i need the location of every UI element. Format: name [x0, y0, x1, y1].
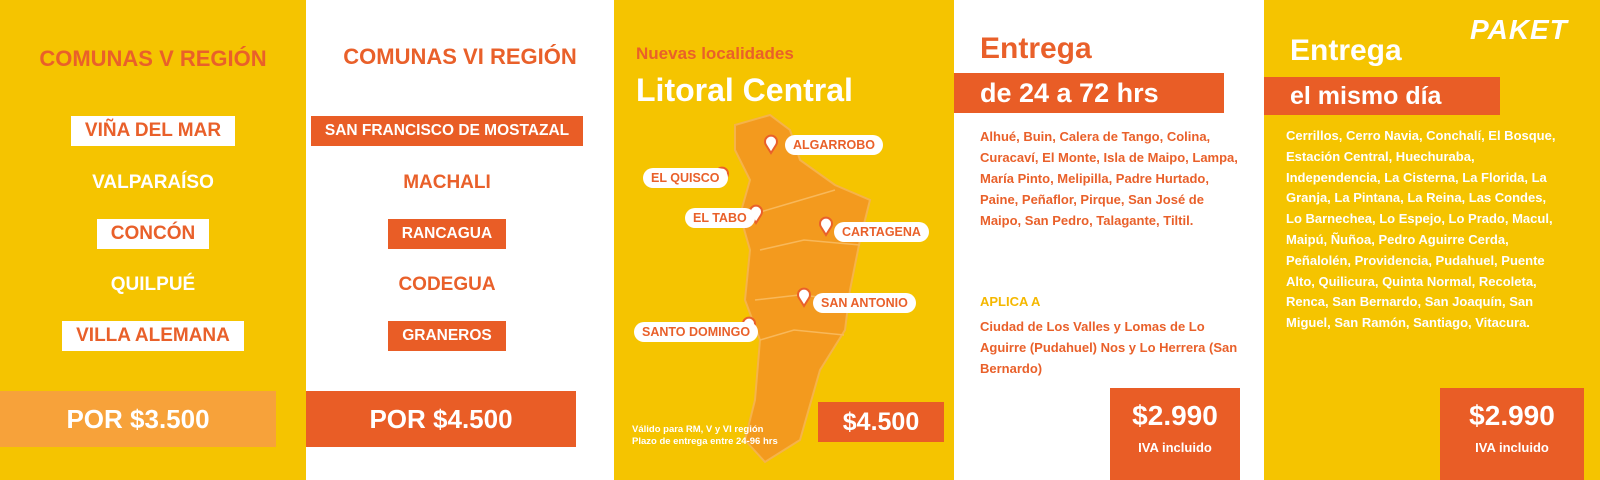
logo: PAKET [1470, 14, 1568, 45]
panel-title: Entrega [1290, 34, 1402, 67]
commune-row: QUILPUÉ [0, 270, 306, 300]
place-label: EL QUISCO [643, 168, 728, 188]
place-label: CARTAGENA [834, 222, 929, 242]
commune: RANCAGUA [387, 219, 507, 249]
commune: MACHALI [403, 172, 491, 193]
band-text: de 24 a 72 hrs [980, 78, 1159, 108]
panel-subtitle: Nuevas localidades [636, 44, 794, 63]
price-bar [0, 391, 276, 447]
commune: CONCÓN [96, 219, 210, 249]
panel-v-region: COMUNAS V REGIÓN POR $3.500 VIÑA DEL MAR… [0, 0, 306, 480]
commune-list: Cerrillos, Cerro Navia, Conchalí, El Bos… [1286, 128, 1556, 331]
panel-title: COMUNAS V REGIÓN [39, 46, 267, 71]
map-border [759, 329, 845, 341]
commune-row: SAN FRANCISCO DE MOSTAZAL [306, 116, 588, 146]
applies-label: APLICA A [980, 294, 1041, 309]
panel-title: Entrega [980, 32, 1092, 65]
price: POR $3.500 [66, 404, 210, 434]
commune: VILLA ALEMANA [62, 321, 244, 351]
commune-row: RANCAGUA [306, 219, 588, 249]
commune: CODEGUA [398, 274, 496, 295]
map-pin [797, 287, 811, 308]
commune-row: VALPARAÍSO [0, 168, 306, 198]
price-note: IVA incluido [1138, 440, 1212, 455]
place-label: EL TABO [685, 208, 755, 228]
commune-row: MACHALI [306, 168, 588, 198]
band-text: el mismo día [1290, 82, 1442, 110]
price-box [818, 402, 944, 442]
commune-row: VILLA ALEMANA [0, 321, 306, 351]
map-border [759, 239, 861, 251]
panel-24-72: Entrega de 24 a 72 hrs Alhué, Buin, Cale… [954, 0, 1264, 480]
note: Plazo de entrega entre 24-96 hrs [632, 436, 778, 447]
commune-row: GRANEROS [306, 321, 588, 351]
price-note: IVA incluido [1475, 440, 1549, 455]
map-pin [764, 134, 778, 155]
commune: VIÑA DEL MAR [70, 116, 236, 146]
commune-row: VIÑA DEL MAR [0, 116, 306, 146]
commune: QUILPUÉ [110, 274, 196, 295]
band [1264, 77, 1500, 115]
price: POR $4.500 [369, 404, 513, 434]
panel-title: Litoral Central [636, 72, 853, 108]
commune: SAN FRANCISCO DE MOSTAZAL [310, 116, 584, 146]
price-bar [306, 391, 576, 447]
commune: VALPARAÍSO [92, 172, 214, 193]
price-box [1110, 388, 1240, 480]
map-pin [819, 216, 833, 237]
place-label: SANTO DOMINGO [634, 322, 759, 342]
commune-list: Alhué, Buin, Calera de Tango, Colina, Cu… [980, 129, 1238, 228]
panel-same-day: PAKET Entrega el mismo día Cerrillos, Ce… [1264, 0, 1600, 480]
place-label: ALGARROBO [785, 135, 883, 155]
price: $4.500 [842, 408, 920, 436]
note: Válido para RM, V y VI región [632, 424, 764, 435]
price-box [1440, 388, 1584, 480]
place-label: SAN ANTONIO [813, 293, 916, 313]
band [954, 73, 1224, 113]
price: $2.990 [1132, 400, 1218, 431]
panel-title: COMUNAS VI REGIÓN [343, 44, 577, 69]
price: $2.990 [1469, 400, 1555, 431]
commune-row: CONCÓN [0, 219, 306, 249]
panel-litoral: Nuevas localidades Litoral Central $4.50… [614, 0, 954, 480]
commune-row: CODEGUA [306, 270, 588, 300]
panel-vi-region: COMUNAS VI REGIÓN POR $4.500 SAN FRANCIS… [306, 0, 614, 480]
applies-text: Ciudad de Los Valles y Lomas de Lo Aguir… [980, 319, 1238, 376]
commune: GRANEROS [388, 321, 506, 351]
